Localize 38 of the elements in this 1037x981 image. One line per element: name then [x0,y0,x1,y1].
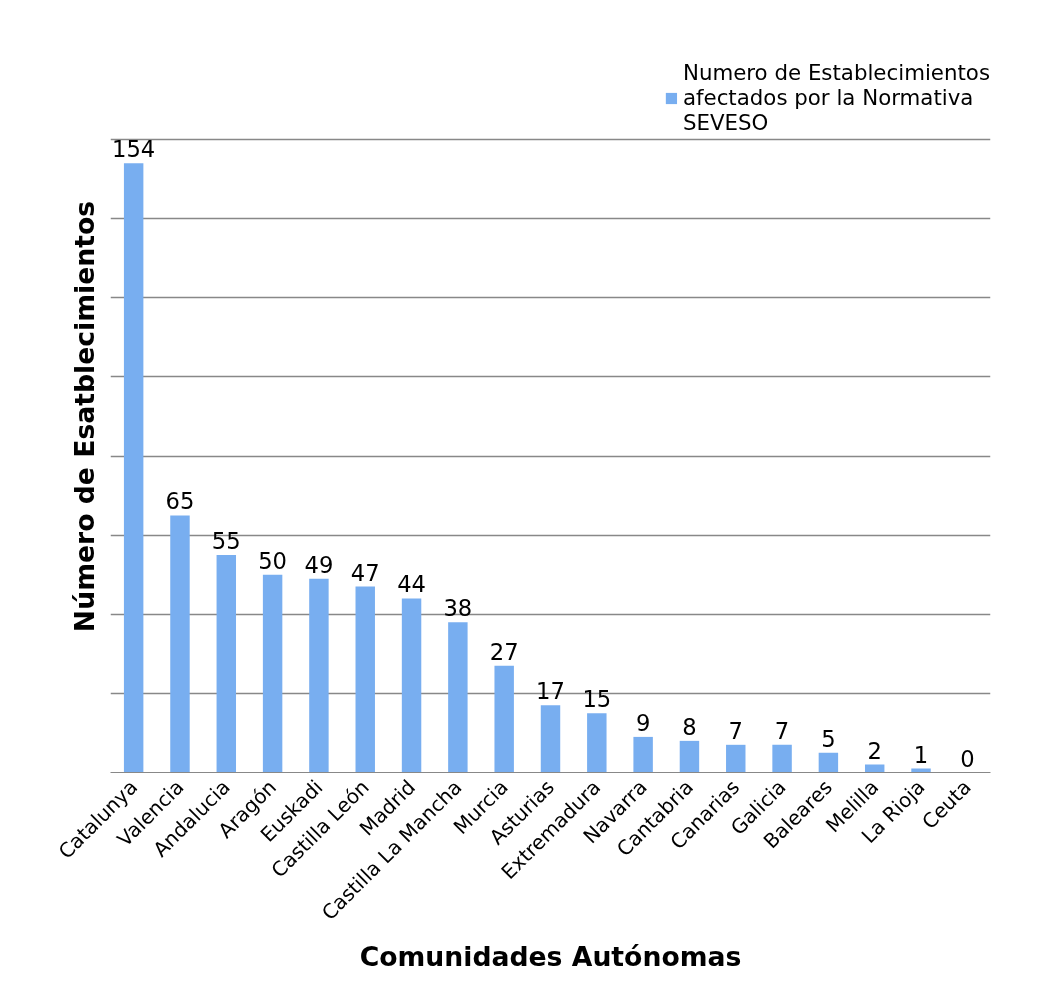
bar [587,713,607,773]
data-label: 9 [635,709,651,736]
bar [633,736,653,773]
data-label: 7 [728,717,743,744]
bar [726,744,746,773]
bar [216,554,237,773]
data-label: 38 [443,595,473,622]
bar [818,752,839,773]
data-label: 8 [682,713,697,740]
data-label: 50 [258,547,288,574]
bar [772,744,792,773]
data-label: 17 [536,678,565,705]
legend-label: Numero de Establecimientos afectados por la Normativa SEVESO [682,60,990,135]
data-label: 2 [867,737,882,764]
bar [262,574,283,773]
data-label: 49 [304,551,334,578]
bar [170,515,190,773]
x-axis-title: Comunidades Autónomas [359,941,742,973]
bar [494,665,514,773]
data-label: 154 [112,136,156,163]
data-label: 7 [774,717,790,744]
data-label: 5 [821,725,836,752]
data-label: 55 [211,527,241,554]
data-label: 47 [350,559,380,586]
bar [309,578,329,773]
bar [355,586,375,773]
data-label: 1 [913,741,929,768]
bar [448,622,468,773]
y-axis-title: Número de Esatblecimientos [68,200,100,633]
bar [540,705,561,773]
bar [401,598,422,773]
data-label: 65 [165,488,195,515]
bar [123,163,144,773]
data-label: 27 [489,638,519,665]
data-label: 44 [397,571,426,598]
data-label: 15 [582,686,612,713]
data-label: 0 [960,745,975,772]
bar [679,740,700,773]
